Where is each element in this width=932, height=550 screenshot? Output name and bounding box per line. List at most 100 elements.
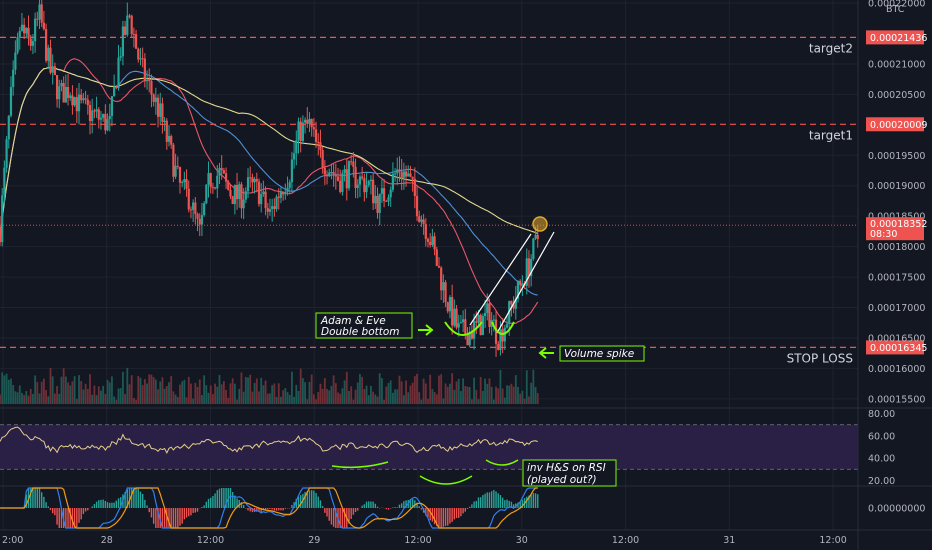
rsi-head-curve[interactable] (419, 475, 473, 485)
candle-body (279, 191, 283, 198)
candle-body (288, 182, 291, 188)
candle-body (165, 120, 168, 142)
rsi-line[interactable] (0, 426, 538, 455)
candle-body (88, 105, 92, 122)
volume-bar (277, 383, 280, 404)
candle-body (383, 188, 386, 202)
volume-bar (71, 381, 74, 404)
volume-bar (427, 398, 429, 404)
candle-body (328, 172, 331, 177)
volume-bar (400, 381, 403, 404)
candle-body (187, 188, 190, 210)
volume-bar (34, 375, 37, 404)
candle-body (262, 191, 265, 195)
time-tick-label: 12:00 (612, 535, 639, 546)
candle-body (308, 119, 311, 124)
candle-body (444, 282, 447, 303)
volume-bar (363, 389, 366, 404)
volume-bar (442, 398, 445, 404)
volume-bar (492, 399, 495, 404)
candle-body (77, 94, 81, 112)
volume-bar (172, 391, 175, 404)
candle-body (415, 195, 419, 217)
last-price-value: 0.00018352 (870, 219, 927, 230)
volume-bar (154, 379, 157, 404)
candle-body (154, 97, 157, 102)
candle-body (167, 136, 171, 142)
volume-bar (106, 379, 109, 404)
price-tick-label: 0.00018500 (868, 212, 925, 223)
time-axis[interactable]: 2:00 28 12:00 29 12:00 30 12:00 31 12:00 (2, 535, 847, 546)
ma-fast-line[interactable] (0, 58, 539, 324)
rsi-right-shoulder-curve[interactable] (485, 459, 519, 466)
candle-body (402, 171, 405, 178)
volume-bar (503, 397, 506, 404)
candle-body (69, 95, 72, 98)
volume-bar (179, 384, 181, 404)
volume-bar (130, 375, 133, 404)
candle-body (451, 297, 454, 326)
volume-bar (332, 375, 335, 404)
volume-bar (73, 376, 76, 404)
volume-bar (365, 385, 368, 404)
volume-bar (174, 394, 177, 404)
adam-bottom-curve[interactable] (444, 321, 483, 336)
volume-bar (416, 373, 418, 404)
volume-bar (308, 382, 311, 404)
volume-bar (288, 394, 291, 404)
volume-bar (506, 385, 508, 404)
candle-body (534, 234, 537, 239)
volume-bar (100, 390, 102, 404)
volume-bar (82, 389, 85, 404)
volume-bar (170, 376, 173, 404)
price-axis[interactable]: 0.00022000 0.00021000 0.00020500 0.00019500… (868, 0, 925, 405)
eve-bottom-curve[interactable] (491, 321, 515, 335)
volume-bar (345, 372, 348, 404)
candle-body (525, 258, 528, 286)
candle-body (321, 150, 324, 168)
wedge-upper-line[interactable] (469, 233, 532, 326)
volume-bar (519, 393, 522, 404)
wedge-lower-line[interactable] (496, 231, 555, 334)
volume-bar (280, 396, 282, 404)
volume-bar (446, 386, 449, 404)
level-tag-bg (866, 340, 924, 355)
signal-line[interactable] (0, 487, 538, 529)
volume-bar (25, 391, 28, 404)
volume-bar (359, 374, 361, 404)
candle-body (130, 15, 133, 34)
candle-body (152, 94, 155, 102)
candle-body (257, 181, 261, 205)
volume-bar (207, 392, 210, 404)
volume-bar (497, 388, 500, 404)
volume-bar (444, 383, 447, 404)
volume-bar (490, 386, 493, 404)
candle-body (102, 113, 105, 118)
volume-bar (473, 377, 475, 404)
rsi-left-shoulder-curve[interactable] (331, 461, 389, 469)
candle-body (527, 258, 531, 277)
ma-slow-line[interactable] (0, 66, 538, 243)
candle-body (409, 173, 412, 177)
last-price-tag: 0.00018352 08:30 (866, 217, 927, 241)
double-bottom-note-box[interactable] (315, 312, 413, 339)
volume-bar (315, 399, 317, 404)
candle-body (268, 209, 272, 212)
candle-body (216, 175, 219, 189)
candle-body (60, 82, 63, 87)
candle-body (31, 41, 35, 46)
volume-bar (343, 380, 346, 404)
ma-cross-marker[interactable] (532, 216, 548, 232)
candle-body (0, 228, 2, 243)
volume-bar (295, 384, 298, 404)
price-tick-label: 0.00016500 (868, 333, 925, 344)
candle-body (519, 280, 522, 285)
volume-bar (495, 386, 497, 404)
candle-body (494, 319, 498, 344)
rsi-note-box[interactable] (522, 459, 617, 487)
volume-spike-note-box[interactable] (559, 345, 645, 362)
candle-body (132, 33, 135, 35)
volume-bar (394, 389, 396, 404)
volume-bar (95, 395, 98, 404)
